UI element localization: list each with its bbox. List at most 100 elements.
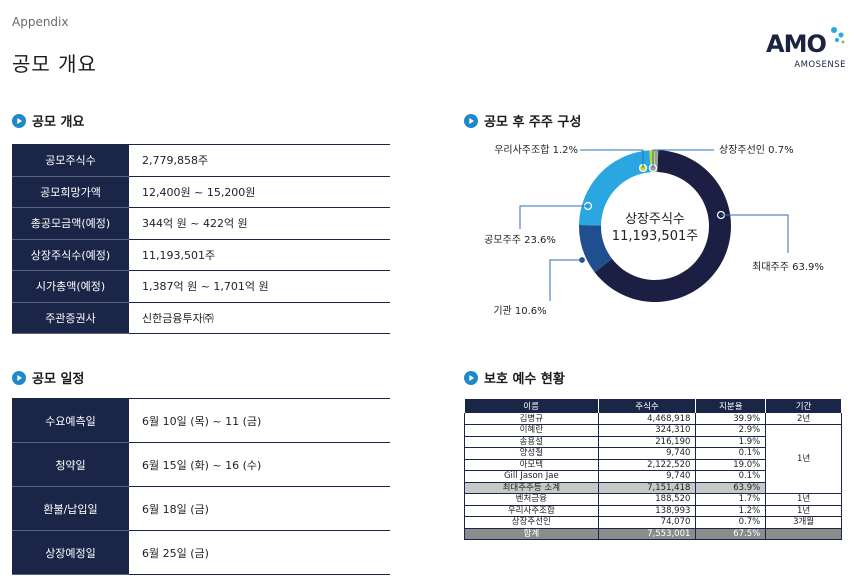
page-title: 공모 개요 [12,52,97,76]
amosense-logo: AMO AMOSENSE [764,24,846,72]
lockup-name: 상장주선인 [464,516,599,529]
offering-value: 11,193,501주 [129,238,390,271]
lockup-pct: 0.7% [695,516,767,529]
offering-label: 주관증권사 [12,301,129,334]
schedule-row: 청약일 6월 15일 (화) ~ 16 (수) [12,442,390,487]
offering-value: 2,779,858주 [129,144,390,177]
label-listing-agent: 상장주선인 0.7% [719,144,794,156]
leader-line-largest [721,214,789,253]
lockup-shares: 2,122,520 [597,459,697,471]
lockup-heading-text: 보호 예수 현황 [484,372,565,387]
lockup-name: 양성철 [464,447,599,460]
lockup-name: 아모텍 [464,459,599,471]
lockup-period: 1년 [765,424,842,494]
offering-value: 344억 원 ~ 422억 원 [129,207,390,240]
lockup-name: 최대주주등 소계 [464,482,599,494]
lockup-row: 아모텍 2,122,520 19.0% [464,459,842,471]
lockup-shares: 138,993 [597,505,697,517]
lockup-table: 이름 주식수 지분율 기간 김병규 4,468,918 39.9% 2년 이혜란 324,310… [464,399,842,540]
offering-table: 공모주식수 2,779,858주 공모희망가액 12,400원 ~ 15,200원 총공… [12,144,390,334]
lockup-shares: 9,740 [597,447,697,460]
lockup-pct: 2.9% [695,424,767,437]
lockup-row: 벤처금융 188,520 1.7% 1년 [464,493,842,506]
schedule-label: 환불/납입일 [12,486,129,531]
label-union: 우리사주조합 1.2% [494,144,578,156]
offering-label: 상장주식수(예정) [12,238,129,271]
schedule-label: 청약일 [12,442,129,487]
offering-row: 공모주식수 2,779,858주 [12,144,390,177]
lockup-shares: 188,520 [597,493,697,506]
lockup-row: 합계 7,553,001 67.5% [464,528,842,540]
lockup-shares: 7,553,001 [597,528,697,540]
lockup-row: 양성철 9,740 0.1% [464,447,842,460]
lockup-name: 송용설 [464,436,599,448]
lockup-pct: 1.9% [695,436,767,448]
lockup-pct: 19.0% [695,459,767,471]
label-largest: 최대주주 63.9% [752,261,824,273]
lockup-row: 우리사주조합 138,993 1.2% 1년 [464,505,842,517]
lockup-pct: 63.9% [695,482,767,494]
appendix-label: Appendix [12,15,69,29]
lockup-column-header: 이름 [464,399,599,413]
offering-row: 시가총액(예정) 1,387억 원 ~ 1,701억 원 [12,270,390,303]
offering-row: 상장주식수(예정) 11,193,501주 [12,238,390,271]
lockup-shares: 4,468,918 [597,413,697,425]
lockup-period: 1년 [765,505,842,517]
lockup-shares: 216,190 [597,436,697,448]
lockup-shares: 324,310 [597,424,697,437]
donut-slice-institutions [579,225,613,273]
lockup-column-header: 지분율 [695,399,767,413]
schedule-row: 수요예측일 6월 10일 (목) ~ 11 (금) [12,398,390,443]
offering-heading-text: 공모 개요 [32,115,85,130]
play-circle-icon [12,113,26,128]
lockup-name: Gill Jason Jae [464,470,599,483]
lockup-pct: 1.2% [695,505,767,517]
schedule-value: 6월 10일 (목) ~ 11 (금) [129,398,390,443]
lockup-shares: 74,070 [597,516,697,529]
schedule-heading: 공모 일정 [12,368,84,387]
donut-center-label: 상장주식수 [625,212,685,227]
donut-center-value: 11,193,501주 [612,229,698,244]
schedule-heading-text: 공모 일정 [32,372,85,387]
offering-label: 시가총액(예정) [12,270,129,303]
play-circle-icon [12,370,26,385]
donut-slice-largest [594,150,731,302]
offering-label: 공모주식수 [12,144,129,177]
play-circle-icon [464,113,478,128]
lockup-row: 김병규 4,468,918 39.9% 2년 [464,413,842,425]
offering-heading: 공모 개요 [12,111,84,130]
schedule-row: 상장예정일 6월 25일 (금) [12,530,390,575]
lockup-row: 송용설 216,190 1.9% [464,436,842,448]
shareholders-heading-text: 공모 후 주주 구성 [484,115,582,130]
logo-subtext: AMOSENSE [794,60,846,70]
lockup-pct: 1.7% [695,493,767,506]
schedule-label: 수요예측일 [12,398,129,443]
lockup-name: 벤처금융 [464,493,599,506]
leader-line-listing-agent [652,149,714,168]
donut-slice-public [579,150,651,226]
lockup-heading: 보호 예수 현황 [464,368,565,387]
label-institutions: 기관 10.6% [493,305,546,317]
lockup-name: 이혜란 [464,424,599,437]
lockup-row: 이혜란 324,310 2.9% 1년 [464,424,842,494]
lockup-row: Gill Jason Jae 9,740 0.1% [464,470,842,483]
offering-row: 주관증권사 신한금융투자㈜ [12,301,390,334]
lockup-shares: 9,740 [597,470,697,483]
offering-row: 총공모금액(예정) 344억 원 ~ 422억 원 [12,207,390,240]
offering-value: 1,387억 원 ~ 1,701억 원 [129,270,390,303]
lockup-pct: 0.1% [695,447,767,460]
lockup-row: 최대주주등 소계 7,151,418 63.9% [464,482,842,494]
leader-line-union [580,149,644,168]
schedule-value: 6월 18일 (금) [129,486,390,531]
offering-label: 공모희망가액 [12,175,129,208]
offering-value: 12,400원 ~ 15,200원 [129,175,390,208]
lockup-pct: 67.5% [695,528,767,540]
logo-dots-icon [831,27,845,44]
lockup-shares: 7,151,418 [597,482,697,494]
shareholders-heading: 공모 후 주주 구성 [464,111,581,130]
offering-row: 공모희망가액 12,400원 ~ 15,200원 [12,175,390,208]
schedule-label: 상장예정일 [12,530,129,575]
lockup-period: 2년 [765,413,842,425]
lockup-pct: 0.1% [695,470,767,483]
